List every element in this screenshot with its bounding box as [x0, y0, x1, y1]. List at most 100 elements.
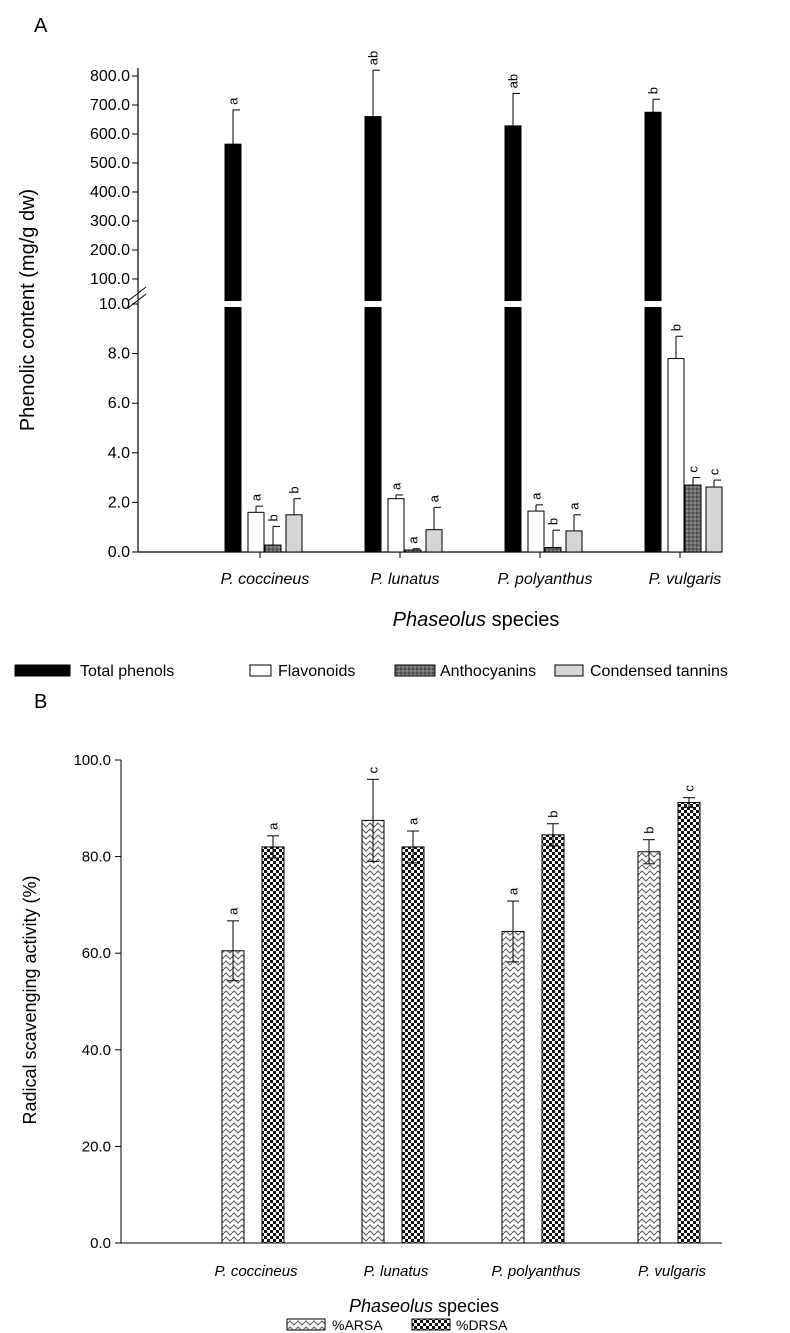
bar-total-phenols-p-vulgaris	[644, 111, 662, 553]
sig-letter: a	[406, 536, 421, 544]
y-tick-label-b: 60.0	[82, 945, 111, 962]
y-tick-label-a: 400.0	[90, 184, 130, 201]
sig-letter: a	[389, 482, 404, 490]
bar-arsa-p-vulgaris	[637, 851, 661, 1244]
y-tick-label-b: 100.0	[73, 752, 111, 769]
legend-label-total-phenols: Total phenols	[80, 663, 174, 680]
axis-break-mark	[127, 286, 147, 302]
bar-drsa-p-vulgaris	[677, 802, 701, 1244]
y-tick-label-a: 700.0	[90, 97, 130, 114]
legend-swatch-condensed-tannins	[554, 664, 584, 677]
bar-condensed-tannins-p-lunatus	[425, 529, 443, 553]
sig-letter: a	[427, 494, 442, 502]
legend-swatch-arsa	[286, 1318, 326, 1331]
bar-condensed-tannins-p-coccineus	[285, 514, 303, 553]
sig-letter: b	[642, 826, 657, 833]
bar-flavonoids-p-polyanthus	[527, 510, 545, 553]
bar-drsa-p-polyanthus	[541, 834, 565, 1244]
y-tick-label-a: 300.0	[90, 213, 130, 230]
y-tick-label-a: 800.0	[90, 68, 130, 85]
bar-arsa-p-lunatus	[361, 819, 385, 1244]
bar-anthocyanins-p-polyanthus	[544, 547, 562, 553]
category-label-b: P. vulgaris	[638, 1263, 707, 1280]
bar-anthocyanins-p-lunatus	[404, 549, 422, 553]
panel-a-label: A	[34, 15, 48, 37]
y-tick-label-a: 6.0	[108, 395, 130, 412]
bar-arsa-p-polyanthus	[501, 930, 525, 1244]
sig-letter: c	[707, 468, 722, 475]
x-axis-title-a: Phaseolus species	[393, 609, 560, 631]
sig-letter: b	[546, 518, 561, 525]
bar-total-phenols-p-polyanthus	[504, 125, 522, 553]
sig-letter: a	[266, 822, 281, 830]
x-axis-title-b: Phaseolus species	[349, 1296, 499, 1316]
sig-letter: b	[646, 87, 661, 94]
axis-break-mark	[127, 293, 147, 309]
y-tick-label-a: 200.0	[90, 242, 130, 259]
category-label-b: P. coccineus	[214, 1263, 298, 1280]
bar-drsa-p-coccineus	[261, 846, 285, 1244]
sig-letter: a	[529, 492, 544, 500]
sig-letter: a	[226, 97, 241, 105]
bar-condensed-tannins-p-polyanthus	[565, 530, 583, 553]
category-label-b: P. polyanthus	[492, 1263, 581, 1280]
sig-letter: b	[546, 811, 561, 818]
y-tick-label-b: 80.0	[82, 849, 111, 866]
y-tick-label-a: 600.0	[90, 126, 130, 143]
bar-total-phenols-p-coccineus	[224, 143, 242, 553]
sig-letter: a	[406, 817, 421, 825]
chart-a: 0.0 2.0 4.0 6.0 8.0 10.0 100.0 200.0 300.0 400.0 5…	[14, 51, 728, 680]
sig-letter: b	[669, 324, 684, 331]
sig-letter: a	[249, 493, 264, 501]
legend-swatch-total-phenols	[14, 664, 71, 677]
bar-arsa-p-coccineus	[221, 950, 245, 1244]
category-label-b: P. lunatus	[364, 1263, 429, 1280]
bar-flavonoids-p-vulgaris	[667, 358, 685, 553]
bar-total-phenols-p-lunatus	[364, 116, 382, 553]
bar-flavonoids-p-lunatus	[387, 498, 405, 553]
y-tick-label-a: 8.0	[108, 346, 130, 363]
y-tick-label-b: 20.0	[82, 1138, 111, 1155]
axis-break-band	[139, 301, 724, 307]
y-tick-label-a: 100.0	[90, 271, 130, 288]
y-tick-label-a: 2.0	[108, 494, 130, 511]
y-tick-label-a: 0.0	[108, 544, 130, 561]
sig-letter: a	[567, 502, 582, 510]
legend-label-anthocyanins: Anthocyanins	[440, 663, 536, 680]
bar-anthocyanins-p-vulgaris	[684, 484, 702, 553]
legend-label-condensed-tannins: Condensed tannins	[590, 663, 728, 680]
legend-label-arsa: %ARSA	[332, 1317, 383, 1333]
legend-label-drsa: %DRSA	[456, 1317, 508, 1333]
legend-swatch-anthocyanins	[394, 664, 436, 677]
sig-letter: b	[287, 486, 302, 493]
sig-letter: b	[266, 514, 281, 521]
y-axis-title-a: Phenolic content (mg/g dw)	[17, 189, 39, 431]
legend-label-flavonoids: Flavonoids	[278, 663, 355, 680]
category-label-a: P. polyanthus	[498, 571, 593, 588]
bar-anthocyanins-p-coccineus	[264, 544, 282, 553]
bar-condensed-tannins-p-vulgaris	[705, 486, 723, 553]
y-axis-title-b: Radical scavenging activity (%)	[20, 875, 40, 1124]
category-label-a: P. vulgaris	[649, 571, 722, 588]
bar-flavonoids-p-coccineus	[247, 511, 265, 553]
sig-letter: c	[366, 766, 381, 773]
category-label-a: P. coccineus	[221, 571, 310, 588]
category-label-a: P. lunatus	[370, 571, 439, 588]
bar-drsa-p-lunatus	[401, 846, 425, 1244]
legend-swatch-flavonoids	[249, 664, 272, 677]
y-tick-label-a: 500.0	[90, 155, 130, 172]
sig-letter: ab	[366, 51, 381, 65]
panel-b-label: B	[34, 691, 47, 713]
sig-letter: c	[686, 466, 701, 473]
sig-letter: a	[506, 887, 521, 895]
sig-letter: c	[682, 785, 697, 792]
sig-letter: ab	[506, 74, 521, 88]
y-tick-label-a: 10.0	[99, 296, 130, 313]
y-tick-label-b: 0.0	[90, 1235, 111, 1252]
chart-b: 0.0 20.0 40.0 60.0 80.0 100.0 Radical scavengi…	[20, 752, 722, 1333]
sig-letter: a	[226, 907, 241, 915]
legend-swatch-drsa	[411, 1318, 451, 1331]
y-tick-label-a: 4.0	[108, 445, 130, 462]
y-tick-label-b: 40.0	[82, 1042, 111, 1059]
